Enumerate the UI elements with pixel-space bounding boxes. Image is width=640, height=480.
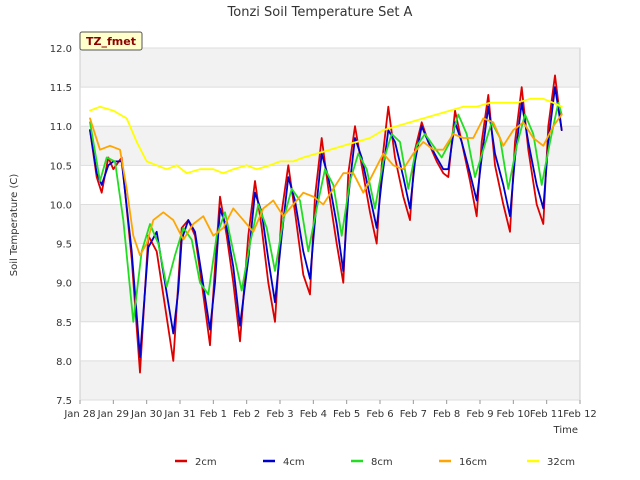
x-tick-label: Feb 1 [200, 409, 227, 420]
annotation-label: TZ_fmet [86, 35, 136, 48]
x-axis-label: Time [553, 425, 578, 436]
y-tick-label: 9.0 [56, 279, 72, 290]
x-tick-label: Feb 8 [433, 409, 460, 420]
series-line-32cm [89, 97, 563, 175]
x-tick-label: Jan 29 [97, 409, 129, 420]
x-tick-label: Feb 5 [333, 409, 360, 420]
background-bands [80, 48, 580, 400]
x-tick-label: Feb 11 [530, 409, 564, 420]
x-tick-label: Feb 9 [466, 409, 493, 420]
y-tick-label: 8.0 [56, 357, 72, 368]
background-band [80, 360, 580, 400]
x-tick-label: Feb 4 [300, 409, 327, 420]
background-band [80, 282, 580, 322]
legend-label: 16cm [459, 457, 487, 468]
y-axis-ticks: 7.5 8.0 8.5 9.0 9.5 10.0 10.5 11.0 11.5 12.0 [50, 44, 72, 407]
y-tick-label: 8.5 [56, 318, 72, 329]
legend-label: 32cm [547, 457, 575, 468]
series-lines [89, 74, 563, 374]
x-tick-label: Feb 3 [266, 409, 293, 420]
x-tick-label: Feb 10 [497, 409, 531, 420]
background-band [80, 204, 580, 244]
background-band [80, 48, 580, 88]
y-tick-label: 10.5 [50, 161, 72, 172]
legend-label: 2cm [195, 457, 217, 468]
x-tick-label: Feb 7 [400, 409, 427, 420]
legend: 2cm 4cm 8cm 16cm 32cm [175, 457, 575, 468]
x-tick-label: Jan 31 [163, 409, 195, 420]
y-tick-label: 12.0 [50, 44, 72, 55]
y-tick-label: 11.0 [50, 122, 72, 133]
gridlines [80, 47, 580, 401]
series-line-8cm [89, 101, 563, 323]
x-tick-label: Feb 6 [366, 409, 393, 420]
background-band [80, 126, 580, 166]
x-tick-label: Feb 2 [233, 409, 260, 420]
y-tick-label: 7.5 [56, 396, 72, 407]
legend-label: 8cm [371, 457, 393, 468]
x-tick-label: Jan 28 [63, 409, 95, 420]
y-tick-label: 11.5 [50, 83, 72, 94]
x-axis-ticks: Jan 28 Jan 29 Jan 30 Jan 31 Feb 1 Feb 2 Feb 3 F… [63, 400, 597, 420]
x-tick-label: Jan 30 [130, 409, 162, 420]
y-tick-label: 9.5 [56, 240, 72, 251]
chart-title: Tonzi Soil Temperature Set A [227, 5, 413, 20]
y-tick-label: 10.0 [50, 200, 72, 211]
y-axis-label: Soil Temperature (C) [9, 174, 20, 277]
legend-label: 4cm [283, 457, 305, 468]
series-line-16cm [89, 113, 563, 257]
annotation-box: TZ_fmet [79, 31, 143, 51]
x-tick-label: Feb 12 [563, 409, 597, 420]
